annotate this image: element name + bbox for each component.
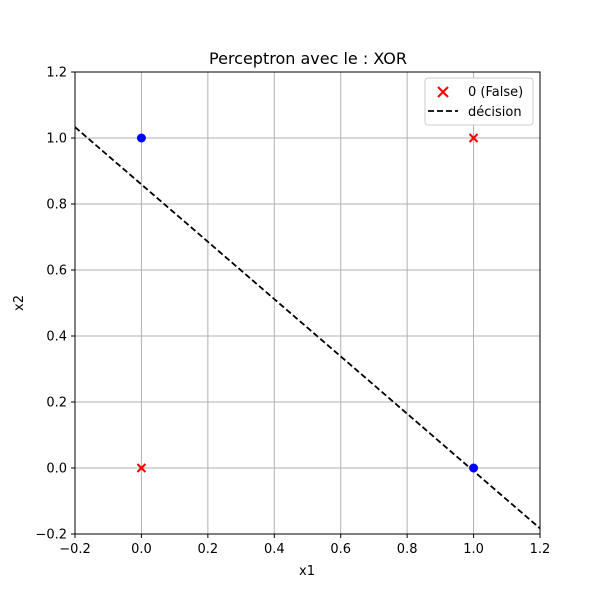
point-x-stroke-b [136,463,147,473]
grid [74,71,541,535]
plot-frame [74,71,541,535]
legend-box [424,77,534,126]
point-x-1-1 [468,133,479,143]
y-axis-label: x2 [12,295,27,311]
y-tick-label-7: 1.2 [46,66,67,81]
legend-label-false: 0 (False) [468,85,523,100]
point-circle-0-0 [136,133,146,143]
point-x-1-0 [136,463,147,473]
x-axis-label: x1 [299,564,315,579]
y-tick-label-2: 0.2 [46,396,67,411]
x-tick-label-4: 0.6 [330,542,351,557]
x-tick-label-2: 0.2 [198,542,219,557]
point-circle-0-1 [469,463,479,473]
y-tick-label-5: 0.8 [46,198,67,213]
data-points [136,133,479,473]
y-tick-label-6: 1.0 [46,132,67,147]
x-tick-label-1: 0.0 [131,542,152,557]
legend: 0 (False) décision [424,77,534,126]
decision-line-group [74,126,541,530]
y-axis-ticks: −0.2 0.0 0.2 0.4 0.6 0.8 1.0 1.2 [35,66,75,543]
y-tick-label-0: −0.2 [35,528,67,543]
legend-x-marker-line-2 [437,86,449,98]
point-x-stroke-b [468,133,479,143]
x-tick-label-7: 1.2 [530,542,551,557]
legend-label-decision: décision [468,105,522,120]
x-tick-label-3: 0.4 [264,542,285,557]
y-tick-label-3: 0.4 [46,330,67,345]
x-tick-label-6: 1.0 [463,542,484,557]
x-axis-ticks: −0.2 0.0 0.2 0.4 0.6 0.8 1.0 1.2 [59,534,550,557]
chart-title: Perceptron avec le : XOR [209,49,407,68]
y-tick-label-1: 0.0 [46,462,67,477]
decision-boundary-line [74,126,541,530]
x-tick-label-0: −0.2 [59,542,91,557]
x-tick-label-5: 0.8 [397,542,418,557]
y-tick-label-4: 0.6 [46,264,67,279]
